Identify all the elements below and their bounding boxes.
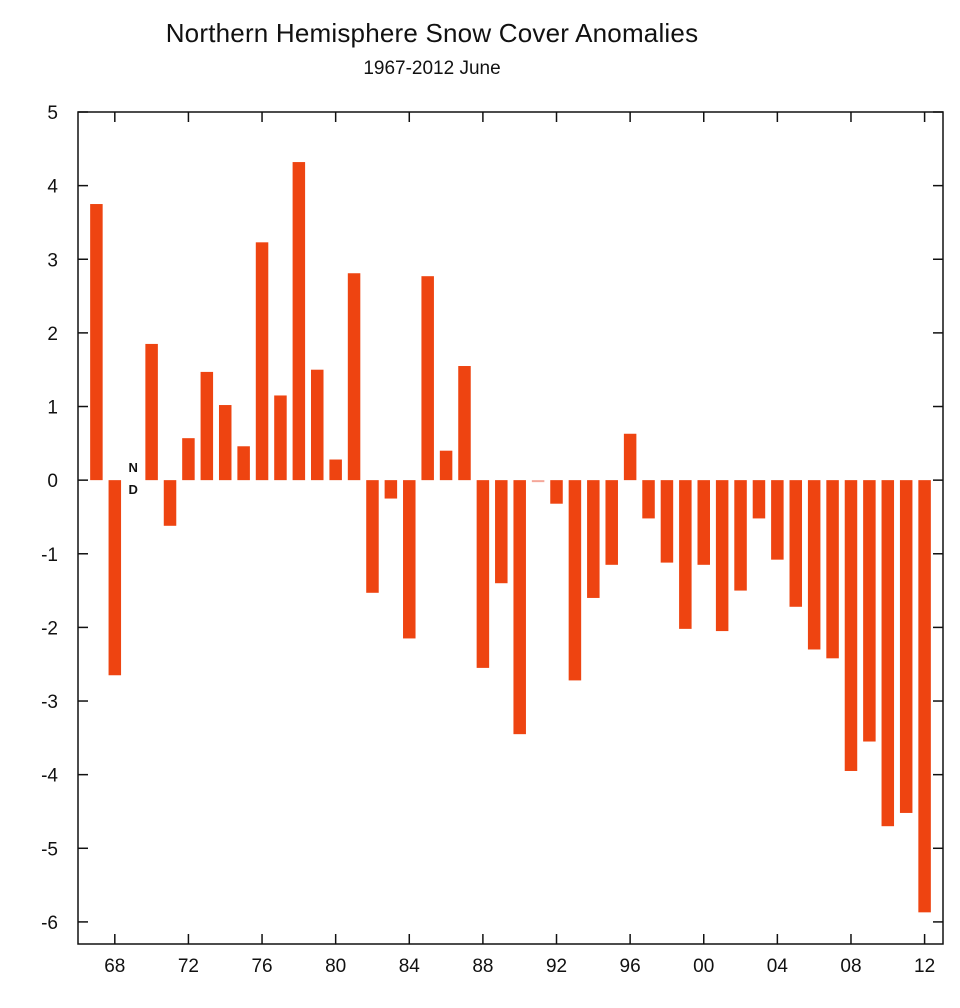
x-tick-label: 76 <box>251 956 272 977</box>
bar-2004 <box>771 480 784 560</box>
y-tick-label: -6 <box>41 913 58 934</box>
no-data-label-top: N <box>129 460 138 475</box>
bar-2008 <box>844 480 858 771</box>
bar-2002 <box>734 480 747 591</box>
plot-frame <box>77 111 944 945</box>
bar-1977 <box>274 395 287 481</box>
chart-title: Northern Hemisphere Snow Cover Anomalies <box>165 18 699 48</box>
bar-2005 <box>789 480 803 607</box>
x-tick-label: 00 <box>693 956 714 977</box>
bar-1985 <box>421 276 434 481</box>
y-tick-label: -5 <box>41 839 58 860</box>
bar-2011 <box>899 480 913 813</box>
bar-1980 <box>329 459 342 481</box>
bar-1996 <box>623 433 637 481</box>
bar-1971 <box>163 480 177 526</box>
y-tick-label: -4 <box>41 766 58 787</box>
bar-1984 <box>403 480 416 639</box>
bar-1982 <box>366 480 379 593</box>
y-tick-label: -3 <box>41 692 58 713</box>
bars <box>90 162 931 913</box>
bar-1976 <box>255 242 269 481</box>
bar-1993 <box>568 480 582 681</box>
x-tick-label: 96 <box>620 956 641 977</box>
x-tick-label: 04 <box>767 956 789 977</box>
bar-1983 <box>384 480 398 499</box>
bar-1995 <box>605 480 618 565</box>
y-tick-label: -1 <box>41 545 58 566</box>
x-tick-label: 92 <box>546 956 567 977</box>
x-tick-label: 12 <box>914 956 935 977</box>
bar-2001 <box>715 480 729 632</box>
y-tick-label: 3 <box>47 250 58 271</box>
bar-1975 <box>237 446 250 481</box>
bar-1994 <box>587 480 600 598</box>
y-axis: 5 4 3 2 1 0 -1 -2 -3 -4 -5 -6 <box>41 103 943 934</box>
bar-1967 <box>90 204 103 481</box>
bar-1997 <box>642 480 655 519</box>
x-tick-label: 88 <box>472 956 493 977</box>
y-tick-label: 1 <box>47 398 58 419</box>
bar-1970 <box>145 343 158 481</box>
bar-1991 <box>531 480 545 483</box>
bar-1992 <box>550 480 563 504</box>
bar-2009 <box>863 480 876 742</box>
bar-1986 <box>439 450 453 481</box>
bar-1988 <box>476 480 490 668</box>
x-tick-label: 68 <box>104 956 125 977</box>
bar-2012 <box>918 480 931 913</box>
y-tick-label: 4 <box>47 177 58 198</box>
bar-1979 <box>311 369 324 481</box>
bar-2007 <box>826 480 839 659</box>
bar-2000 <box>697 480 710 565</box>
bar-2010 <box>881 480 895 827</box>
y-tick-label: 0 <box>47 471 58 492</box>
x-tick-label: 08 <box>840 956 861 977</box>
bar-1968 <box>108 480 122 676</box>
no-data-label-bottom: D <box>129 482 138 497</box>
bar-2006 <box>807 480 821 650</box>
x-axis: 68 72 76 80 84 88 92 96 00 04 08 12 <box>104 112 935 977</box>
bar-1989 <box>495 480 508 584</box>
x-tick-label: 84 <box>399 956 421 977</box>
x-tick-label: 72 <box>178 956 199 977</box>
bar-2003 <box>752 480 766 519</box>
y-tick-label: 2 <box>47 324 58 345</box>
bar-1990 <box>513 480 526 735</box>
bar-1972 <box>182 438 195 481</box>
bar-1999 <box>679 480 692 629</box>
bar-1974 <box>218 405 232 481</box>
bar-1981 <box>347 273 361 481</box>
chart-subtitle: 1967-2012 June <box>363 58 501 79</box>
bar-1998 <box>660 480 674 563</box>
bar-1973 <box>200 371 214 481</box>
y-tick-label: -2 <box>41 618 58 639</box>
bar-1978 <box>292 162 306 481</box>
no-data-marker: ND <box>129 460 138 497</box>
bar-1987 <box>458 366 471 481</box>
y-tick-label: 5 <box>47 103 58 124</box>
x-tick-label: 80 <box>325 956 346 977</box>
